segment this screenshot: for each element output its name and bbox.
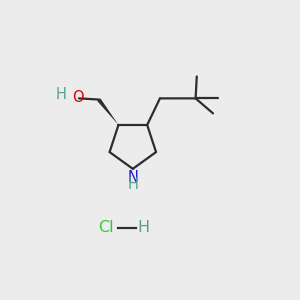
Text: Cl: Cl — [98, 220, 114, 235]
Text: H: H — [128, 177, 138, 192]
Text: N: N — [128, 170, 138, 185]
Text: H: H — [55, 87, 66, 102]
Polygon shape — [97, 98, 118, 125]
Text: H: H — [137, 220, 149, 235]
Text: O: O — [72, 90, 84, 105]
